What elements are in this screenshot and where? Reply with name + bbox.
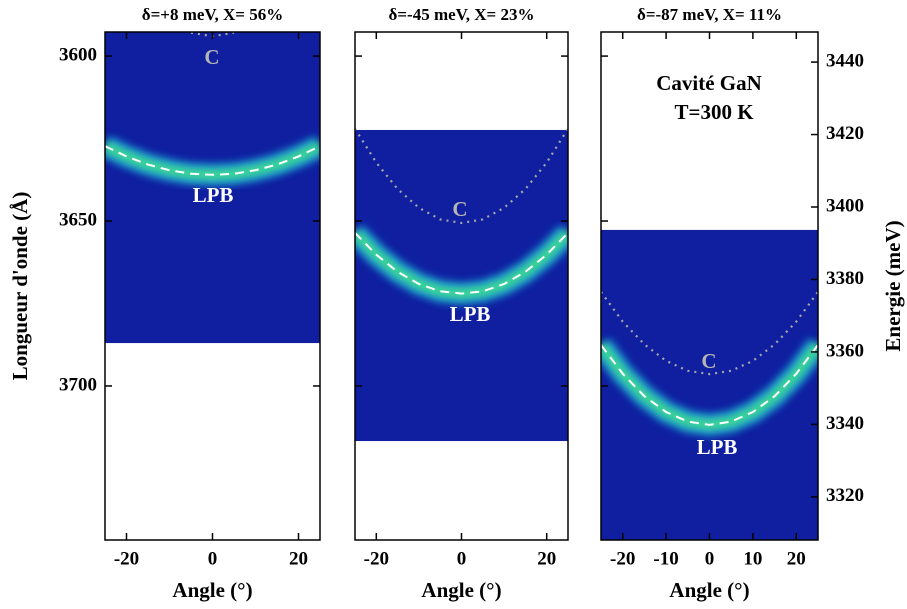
panel-title: δ=+8 meV, X= 56%	[142, 5, 283, 24]
lpb-line	[355, 232, 568, 295]
x-tick-label: -20	[610, 548, 635, 569]
annotation: LPB	[697, 435, 738, 459]
panel-title: δ=-87 meV, X= 11%	[637, 5, 782, 24]
x-tick-label: 20	[537, 548, 556, 569]
x-tick-label: 0	[208, 548, 218, 569]
y-tick-label: 3650	[59, 209, 97, 230]
y-tick-label: 3700	[59, 374, 97, 395]
y2-tick-label: 3340	[826, 413, 864, 434]
x-tick-label: 20	[787, 548, 806, 569]
y2-tick-label: 3420	[826, 123, 864, 144]
x-tick-label: 10	[743, 548, 762, 569]
x-tick-label: -20	[364, 548, 389, 569]
annotation: T=300 K	[674, 100, 754, 124]
x-tick-label: -10	[653, 548, 678, 569]
annotation: C	[701, 349, 716, 373]
x-axis-label: Angle (°)	[669, 578, 749, 602]
x-tick-label: 20	[289, 548, 308, 569]
x-axis-label: Angle (°)	[172, 578, 252, 602]
image-region	[105, 32, 320, 344]
annotation: LPB	[193, 183, 234, 207]
y2-tick-label: 3360	[826, 340, 864, 361]
y2-axis-label: Energie (meV)	[881, 220, 905, 351]
cavity-line	[601, 291, 818, 376]
y2-tick-label: 3380	[826, 268, 864, 289]
panel	[355, 128, 568, 442]
x-tick-label: 0	[705, 548, 715, 569]
annotation: LPB	[450, 302, 491, 326]
x-axis-label: Angle (°)	[421, 578, 501, 602]
y-axis-label: Longueur d'onde (Å)	[8, 192, 32, 381]
annotation: C	[452, 197, 467, 221]
panel	[105, 32, 320, 344]
annotation: Cavité GaN	[656, 71, 762, 95]
annotation: C	[204, 45, 219, 69]
y2-tick-label: 3440	[826, 50, 864, 71]
y2-tick-label: 3320	[826, 485, 864, 506]
lpb-line	[601, 344, 818, 426]
y2-tick-label: 3400	[826, 195, 864, 216]
y-tick-label: 3600	[59, 44, 97, 65]
x-tick-label: -20	[114, 548, 139, 569]
lpb-line	[105, 145, 320, 176]
panel-title: δ=-45 meV, X= 23%	[389, 5, 535, 24]
x-tick-label: 0	[457, 548, 467, 569]
cavity-line	[355, 128, 568, 225]
panel	[601, 229, 818, 540]
